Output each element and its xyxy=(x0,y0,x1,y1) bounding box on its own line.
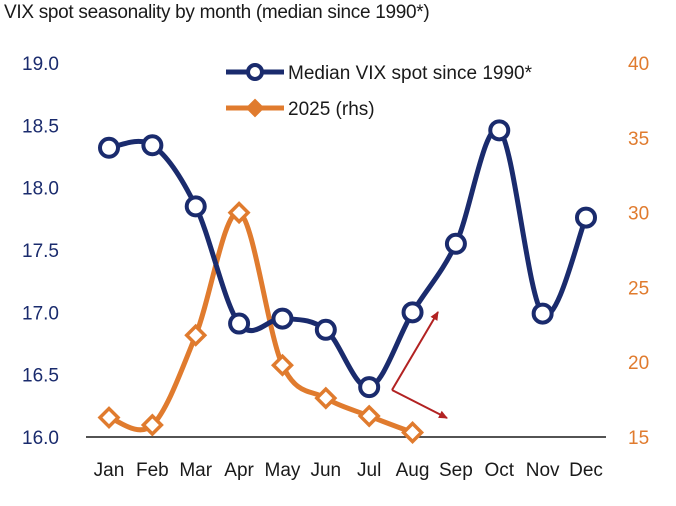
legend-marker-diamond xyxy=(245,98,265,118)
data-point-median-vix xyxy=(575,206,597,229)
data-point-median-vix xyxy=(314,318,337,341)
series-line-2025 xyxy=(106,210,416,436)
data-point-2025 xyxy=(270,353,294,377)
left-axis-tick-label: 18.0 xyxy=(22,179,59,200)
right-axis-tick-label: 20 xyxy=(628,353,649,374)
left-axis-tick-label: 17.5 xyxy=(22,241,59,262)
data-point-2025 xyxy=(140,413,164,437)
series-line-median-vix xyxy=(106,126,589,390)
x-axis-tick-label: Jun xyxy=(310,460,341,481)
left-axis-tick-label: 19.0 xyxy=(22,54,59,75)
data-point-2025 xyxy=(184,323,208,347)
data-point-2025 xyxy=(227,201,251,225)
x-axis-tick-label: Sep xyxy=(439,460,473,481)
x-axis-tick-label: Feb xyxy=(136,460,169,481)
annotation-arrow-up xyxy=(391,311,439,391)
x-axis-tick-label: May xyxy=(265,460,301,481)
right-axis-tick-label: 40 xyxy=(628,54,649,75)
right-axis-tick-label: 35 xyxy=(628,129,649,150)
data-point-median-vix xyxy=(141,134,164,157)
x-axis-tick-label: Apr xyxy=(224,460,254,481)
legend-label: Median VIX spot since 1990* xyxy=(288,63,533,84)
left-axis-tick-label: 17.0 xyxy=(22,303,59,324)
x-axis-tick-label: Nov xyxy=(526,460,560,481)
right-axis-tick-label: 15 xyxy=(628,428,649,449)
x-axis-tick-label: Oct xyxy=(484,460,514,481)
x-axis-tick-label: Dec xyxy=(569,460,603,481)
data-point-median-vix xyxy=(444,232,467,255)
left-axis-tick-label: 16.5 xyxy=(22,366,59,387)
data-point-2025 xyxy=(97,406,121,430)
data-point-median-vix xyxy=(358,376,381,399)
legend-label: 2025 (rhs) xyxy=(288,99,375,120)
data-point-median-vix xyxy=(184,195,207,218)
data-point-median-vix xyxy=(228,312,251,335)
x-axis-tick-label: Mar xyxy=(179,460,212,481)
x-axis-tick-label: Jul xyxy=(357,460,381,481)
annotation-arrow-down xyxy=(391,389,448,419)
data-point-median-vix xyxy=(401,301,424,324)
data-point-2025 xyxy=(401,421,425,444)
chart-title: VIX spot seasonality by month (median si… xyxy=(4,2,430,23)
right-axis-tick-label: 30 xyxy=(628,204,649,225)
right-axis-tick-label: 25 xyxy=(628,278,649,299)
x-axis-tick-label: Aug xyxy=(396,460,430,481)
data-point-median-vix xyxy=(488,119,511,142)
x-axis-tick-label: Jan xyxy=(94,460,125,481)
data-point-median-vix xyxy=(531,302,554,325)
left-axis-tick-label: 18.5 xyxy=(22,116,59,137)
left-axis-tick-label: 16.0 xyxy=(22,428,59,449)
data-point-median-vix xyxy=(98,136,120,159)
data-point-median-vix xyxy=(271,307,294,330)
data-point-2025 xyxy=(314,386,338,410)
data-point-2025 xyxy=(357,404,381,428)
legend-marker-circle xyxy=(246,63,264,81)
